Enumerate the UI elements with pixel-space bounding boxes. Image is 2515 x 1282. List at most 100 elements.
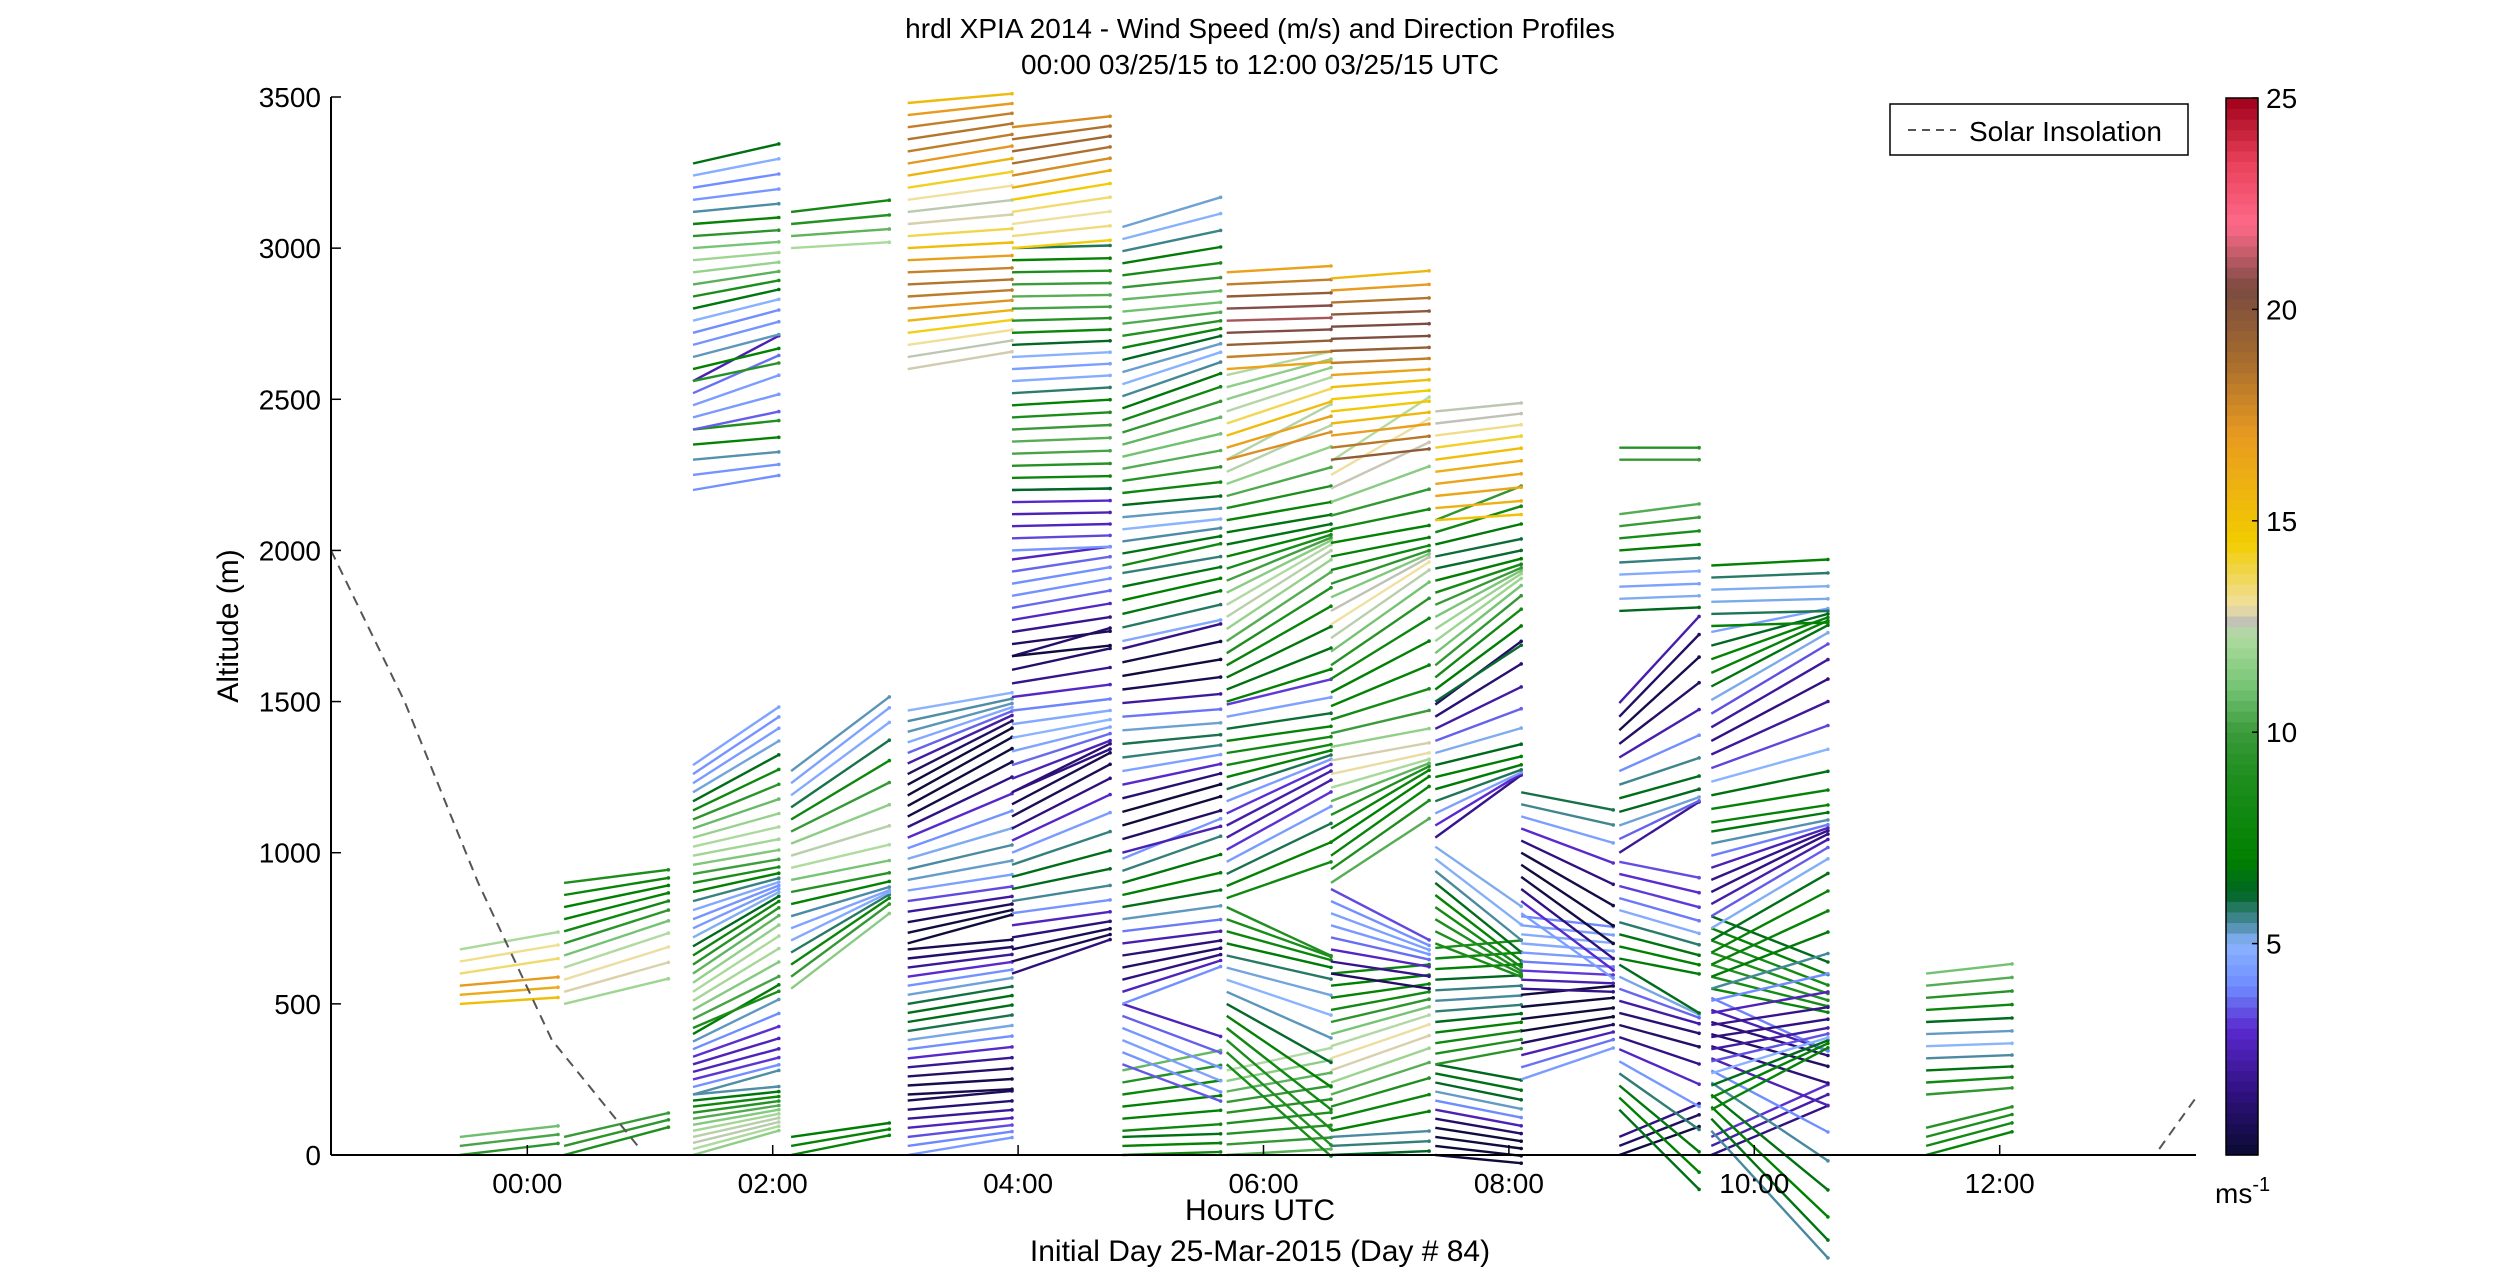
wind-barb-line	[1710, 915, 1829, 964]
wind-barb-tip	[1218, 432, 1223, 436]
wind-barb-line	[790, 199, 890, 214]
wind-barb-tip	[1218, 929, 1223, 933]
wind-barb-tip	[1218, 917, 1223, 922]
wind-barb-tip	[1010, 156, 1014, 161]
wind-barb-line	[1226, 646, 1332, 691]
wind-barb-line	[1710, 889, 1829, 954]
wind-barb-tip	[1108, 910, 1112, 914]
colorbar-unit: ms	[2215, 1178, 2252, 1209]
wind-barb-line	[692, 450, 779, 461]
wind-barb-line	[907, 1099, 1013, 1111]
wind-barb-tip	[1427, 1149, 1431, 1153]
wind-barb-tip	[1218, 228, 1223, 233]
wind-barb-tip	[1697, 655, 1701, 659]
wind-barb-tip	[1108, 776, 1112, 781]
wind-barb-tip	[1519, 1046, 1523, 1051]
wind-barb-line	[563, 884, 669, 909]
wind-barb-line	[692, 715, 780, 776]
colorbar-band	[2226, 108, 2258, 120]
wind-barb-line	[1225, 1039, 1332, 1131]
wind-barb-line	[1711, 571, 1828, 579]
wind-barb-tip	[1826, 747, 1830, 752]
wind-barb-tip	[1697, 581, 1701, 586]
colorbar-band	[2226, 1007, 2258, 1019]
colorbar-ticks: 5 10 15 20 25	[2252, 83, 2297, 960]
wind-barb-line	[1330, 785, 1430, 857]
wind-barb-line	[692, 1069, 780, 1096]
colorbar-band	[2226, 975, 2258, 987]
wind-barb-line	[1011, 449, 1111, 455]
colorbar-band	[2226, 520, 2258, 532]
wind-barb-line	[563, 931, 669, 969]
wind-barb-line	[1330, 1005, 1430, 1036]
wind-barb-line	[692, 354, 780, 395]
wind-barb-tip	[1218, 589, 1223, 593]
wind-barb-tip	[1519, 742, 1523, 746]
wind-barb-tip	[1108, 544, 1112, 549]
wind-barb-tip	[1108, 350, 1112, 355]
wind-barb-line	[692, 727, 780, 785]
y-tick-label: 2500	[259, 384, 321, 415]
wind-barb-tip	[1826, 615, 1830, 620]
wind-barb-tip	[777, 1112, 781, 1116]
wind-barb-tip	[1108, 397, 1112, 402]
wind-barb-line	[1434, 918, 1522, 972]
wind-barb-line	[692, 320, 780, 347]
wind-barb-line	[1226, 743, 1332, 767]
colorbar-band	[2226, 584, 2258, 596]
wind-barb-line	[790, 781, 890, 833]
wind-barb-tip	[1697, 756, 1701, 760]
wind-barb-tip	[777, 811, 781, 816]
wind-barb-tip	[1218, 195, 1223, 200]
wind-barb-tip	[1218, 371, 1223, 376]
wind-barb-line	[1618, 800, 1700, 854]
wind-barb-line	[1011, 920, 1111, 939]
wind-barb-tip	[1218, 326, 1223, 331]
colorbar-band	[2226, 615, 2258, 628]
wind-barb-line	[1926, 1086, 2013, 1096]
wind-barb-tip	[1010, 111, 1014, 116]
wind-barb-tip	[1329, 430, 1333, 434]
wind-barb-tip	[777, 250, 781, 255]
legend-label: Solar Insolation	[1969, 116, 2162, 147]
wind-barb-tip	[777, 297, 781, 302]
wind-barb-line	[692, 960, 780, 1011]
wind-barb-line	[790, 1134, 890, 1157]
wind-barb-tip	[1519, 770, 1523, 775]
wind-barb-tip	[1108, 932, 1112, 937]
wind-barb-tip	[1108, 195, 1112, 199]
wind-barb-line	[1011, 351, 1111, 359]
wind-barb-line	[1435, 1003, 1522, 1013]
wind-barb-line	[1121, 372, 1222, 410]
wind-barb-line	[1435, 459, 1522, 473]
wind-barb-tip	[1218, 384, 1223, 389]
wind-barb-line	[907, 885, 1013, 903]
wind-barb-tip	[666, 1118, 671, 1122]
wind-barb-line	[1925, 976, 2013, 987]
wind-barb-tip	[2010, 1105, 2014, 1109]
wind-barb-tip	[1108, 643, 1112, 648]
wind-barb-line	[1710, 826, 1829, 869]
wind-barb-line	[1226, 779, 1332, 839]
wind-barb-tip	[2010, 1086, 2014, 1090]
wind-barb-tip	[1218, 964, 1223, 969]
wind-barb-line	[1122, 904, 1221, 921]
wind-barb-line	[790, 706, 891, 785]
wind-barb-tip	[1519, 763, 1523, 767]
wind-barb-line	[907, 1108, 1013, 1120]
wind-barb-line	[1122, 603, 1221, 629]
wind-barb-tip	[1108, 486, 1112, 491]
wind-barb-tip	[777, 240, 781, 244]
wind-barb-line	[1122, 555, 1221, 575]
wind-barb-tip	[1427, 982, 1431, 986]
wind-barb-line	[1434, 662, 1522, 718]
wind-barb-tip	[1329, 1036, 1333, 1040]
wind-barb-tip	[1010, 701, 1014, 706]
wind-barb-tip	[1826, 826, 1830, 830]
wind-barb-tip	[2010, 1002, 2014, 1007]
wind-barb-line	[1122, 1094, 1221, 1108]
wind-barb-line	[1226, 758, 1332, 803]
wind-barb-tip	[1826, 828, 1830, 833]
wind-barb-tip	[1218, 946, 1223, 950]
wind-barb-line	[1226, 954, 1332, 981]
